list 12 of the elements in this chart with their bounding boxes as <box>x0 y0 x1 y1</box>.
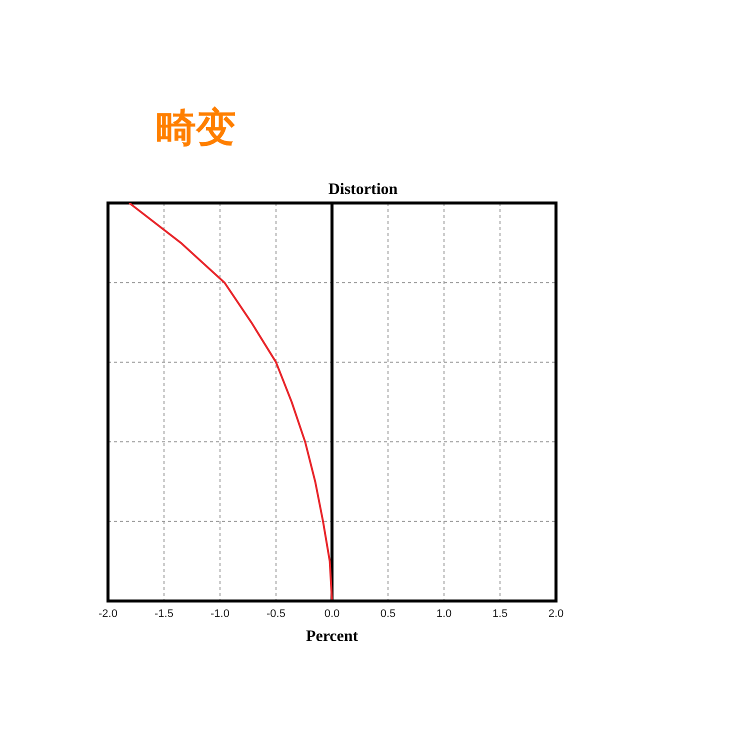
chart-subtitle: Distortion <box>327 181 399 199</box>
x-axis-title: Percent <box>306 628 359 645</box>
x-tick-label: 2.0 <box>548 608 564 620</box>
x-tick-label: -1.5 <box>154 608 174 620</box>
x-tick-label: 1.0 <box>436 608 452 620</box>
x-tick-label: 0.0 <box>324 608 340 620</box>
chart-title: 畸变 <box>156 104 236 153</box>
x-tick-label: -0.5 <box>266 608 286 620</box>
x-tick-label: -1.0 <box>210 608 230 620</box>
x-tick-label: -2.0 <box>98 608 118 620</box>
x-tick-label: 0.5 <box>380 608 396 620</box>
x-tick-label: 1.5 <box>492 608 508 620</box>
